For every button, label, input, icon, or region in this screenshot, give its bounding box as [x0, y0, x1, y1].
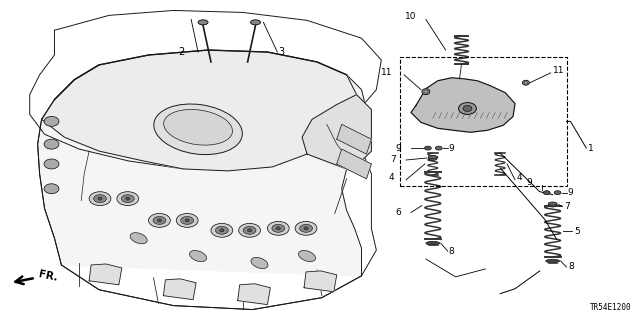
Text: 7: 7: [564, 202, 570, 211]
Text: 4: 4: [517, 173, 523, 182]
Polygon shape: [337, 124, 371, 154]
Ellipse shape: [304, 227, 308, 230]
Ellipse shape: [239, 223, 260, 237]
Ellipse shape: [272, 224, 285, 232]
Ellipse shape: [463, 106, 472, 111]
Text: FR.: FR.: [38, 269, 59, 283]
Text: 11: 11: [381, 68, 392, 77]
Text: 6: 6: [396, 208, 401, 217]
Text: TR54E1200: TR54E1200: [590, 302, 632, 312]
Ellipse shape: [522, 80, 529, 85]
Ellipse shape: [44, 159, 59, 169]
Ellipse shape: [148, 213, 170, 227]
Polygon shape: [337, 149, 371, 179]
Ellipse shape: [251, 257, 268, 269]
Ellipse shape: [248, 229, 252, 232]
Ellipse shape: [189, 250, 207, 262]
Polygon shape: [38, 50, 367, 276]
Ellipse shape: [157, 219, 161, 222]
Ellipse shape: [435, 146, 442, 150]
Text: 8: 8: [568, 263, 574, 271]
Ellipse shape: [164, 109, 232, 145]
Ellipse shape: [93, 195, 106, 203]
Ellipse shape: [198, 20, 208, 25]
Polygon shape: [237, 284, 270, 305]
Ellipse shape: [548, 202, 557, 205]
Text: 9: 9: [449, 144, 454, 152]
Ellipse shape: [422, 89, 430, 95]
Polygon shape: [411, 78, 515, 132]
Text: 9: 9: [526, 178, 532, 187]
Ellipse shape: [89, 192, 111, 205]
Text: 9: 9: [396, 144, 401, 152]
Ellipse shape: [426, 241, 440, 245]
Text: 10: 10: [404, 12, 416, 21]
Ellipse shape: [548, 202, 557, 207]
Ellipse shape: [220, 229, 224, 232]
Ellipse shape: [276, 227, 280, 230]
Ellipse shape: [176, 213, 198, 227]
Ellipse shape: [524, 82, 527, 84]
Ellipse shape: [546, 259, 559, 263]
Bar: [400, 57, 566, 186]
Ellipse shape: [216, 226, 228, 234]
Polygon shape: [163, 279, 196, 300]
Ellipse shape: [268, 221, 289, 235]
Text: 5: 5: [575, 227, 580, 236]
Ellipse shape: [44, 139, 59, 149]
Ellipse shape: [130, 233, 147, 244]
Ellipse shape: [211, 223, 233, 237]
Ellipse shape: [126, 197, 130, 200]
Text: 8: 8: [449, 247, 454, 256]
Ellipse shape: [185, 219, 189, 222]
Ellipse shape: [98, 197, 102, 200]
Text: 7: 7: [390, 155, 396, 165]
Ellipse shape: [458, 102, 476, 115]
Ellipse shape: [424, 90, 428, 93]
Ellipse shape: [122, 195, 134, 203]
Ellipse shape: [295, 221, 317, 235]
Ellipse shape: [153, 217, 166, 224]
Text: 9: 9: [568, 188, 573, 197]
Ellipse shape: [180, 217, 194, 224]
Text: 11: 11: [553, 66, 564, 75]
Text: 2: 2: [178, 47, 184, 57]
Ellipse shape: [298, 250, 316, 262]
Ellipse shape: [554, 191, 561, 195]
Ellipse shape: [251, 20, 260, 25]
Text: 4: 4: [388, 173, 394, 182]
Polygon shape: [89, 264, 122, 285]
Polygon shape: [304, 271, 337, 292]
Ellipse shape: [428, 156, 437, 159]
Polygon shape: [42, 50, 356, 171]
Ellipse shape: [44, 116, 59, 126]
Ellipse shape: [300, 224, 312, 232]
Ellipse shape: [117, 192, 139, 205]
Ellipse shape: [154, 104, 243, 155]
Ellipse shape: [428, 156, 437, 160]
Ellipse shape: [44, 184, 59, 194]
Text: 1: 1: [588, 144, 594, 152]
Ellipse shape: [424, 146, 431, 150]
Ellipse shape: [543, 191, 550, 195]
Text: 3: 3: [278, 47, 284, 57]
Ellipse shape: [243, 226, 256, 234]
Polygon shape: [302, 95, 371, 171]
